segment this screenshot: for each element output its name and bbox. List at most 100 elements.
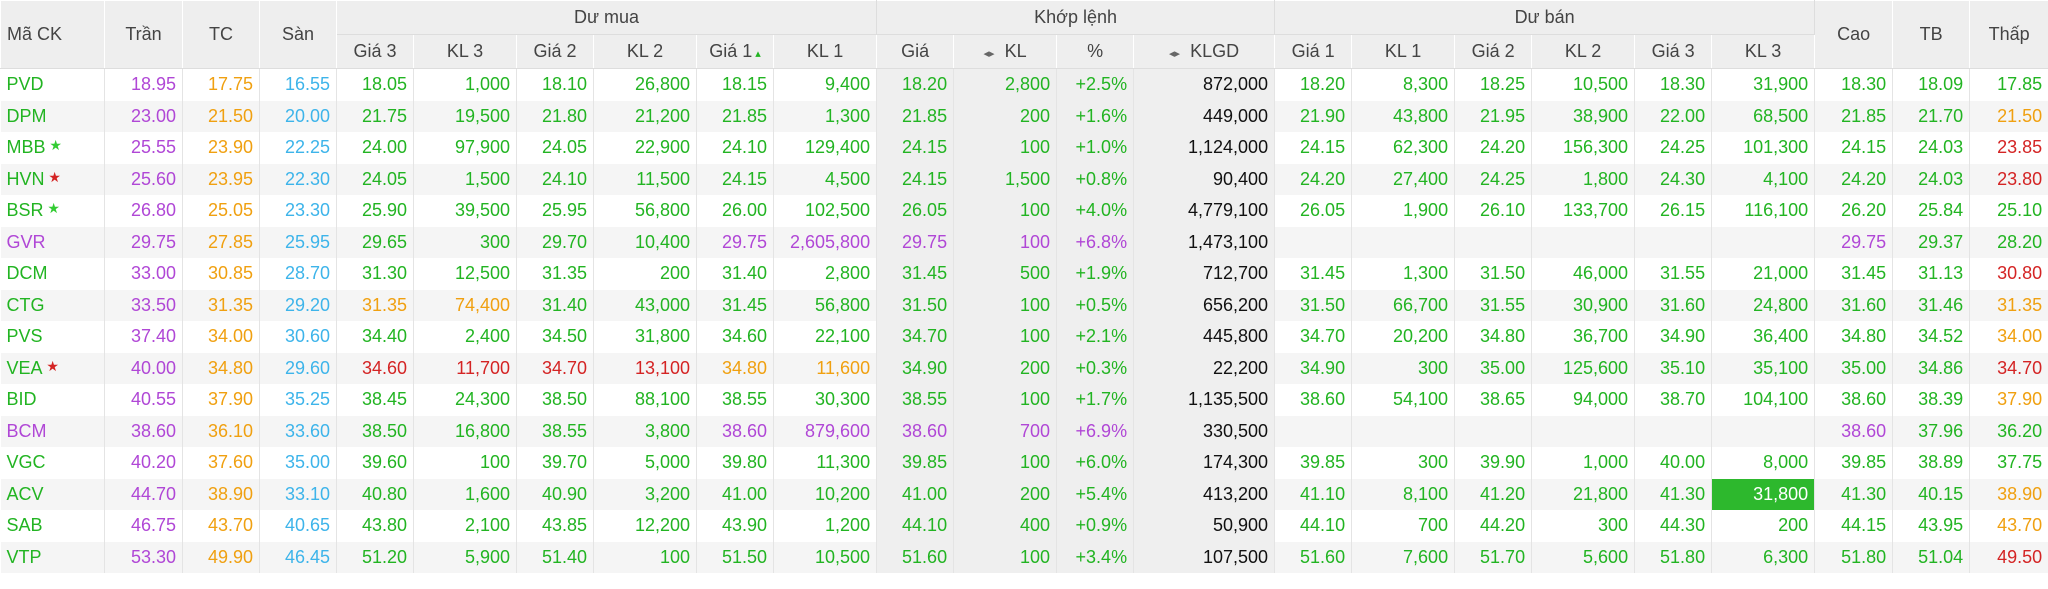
cell: 31,800	[593, 321, 697, 353]
column-header[interactable]: KL 3	[1711, 34, 1816, 69]
cell: 400	[953, 510, 1058, 542]
stock-row[interactable]: VGC 40.20 37.60 35.00 39.60 100 39.70 5,000 39.8…	[0, 447, 2048, 479]
cell: 24.00	[336, 132, 414, 164]
cell: 24.10	[696, 132, 774, 164]
column-header[interactable]: TC	[182, 0, 260, 69]
cell: 1,000	[413, 68, 517, 101]
column-header[interactable]: KL 2	[1531, 34, 1636, 69]
cell: 1,900	[1351, 195, 1456, 227]
cell: 34.00	[182, 321, 260, 353]
column-header[interactable]: Giá 2	[1454, 34, 1533, 69]
cell: 44.10	[876, 510, 955, 542]
stock-row[interactable]: HVN25.6023.9522.3024.051,50024.1011,5002…	[0, 163, 2048, 195]
stock-row[interactable]: CTG 33.50 31.35 29.20 31.35 74,400 31.40 43,000…	[0, 289, 2048, 321]
stock-symbol[interactable]: MBB	[0, 132, 105, 164]
column-header[interactable]: Giá 1	[696, 34, 774, 69]
stock-row[interactable]: ACV 44.70 38.90 33.10 40.80 1,600 40.90 3,200 41…	[0, 478, 2048, 510]
stock-symbol[interactable]: VGC	[0, 447, 105, 479]
stock-symbol[interactable]: GVR	[0, 226, 105, 258]
cell: 31.60	[1814, 289, 1894, 321]
cell: 51.40	[516, 541, 594, 573]
cell: +3.4%	[1056, 541, 1135, 573]
stock-symbol[interactable]: SAB	[0, 510, 105, 542]
cell: 116,100	[1711, 195, 1816, 227]
cell: 30,300	[773, 384, 878, 416]
stock-symbol[interactable]: ACV	[0, 478, 105, 510]
cell: 7,600	[1351, 541, 1456, 573]
stock-row[interactable]: GVR 29.75 27.85 25.95 29.65 300 29.70 10,400 29.…	[0, 226, 2048, 258]
column-header[interactable]: KL 2	[593, 34, 697, 69]
column-header[interactable]: KL 1	[1351, 34, 1456, 69]
cell: 30.85	[182, 258, 260, 290]
cell: 31.55	[1454, 289, 1533, 321]
column-header[interactable]: Giá	[876, 34, 955, 69]
stock-symbol[interactable]: BSR	[0, 195, 105, 227]
column-header[interactable]: %	[1056, 34, 1135, 69]
stock-row[interactable]: VTP 53.30 49.90 46.45 51.20 5,900 51.40 100 51.5…	[0, 541, 2048, 573]
stock-row[interactable]: PVS 37.40 34.00 30.60 34.40 2,400 34.50 31,800 3…	[0, 321, 2048, 353]
column-header[interactable]: Mã CK	[0, 0, 105, 69]
column-header[interactable]: KL 3	[413, 34, 517, 69]
cell: 26.10	[1454, 195, 1533, 227]
column-header[interactable]: Sàn	[259, 0, 337, 69]
cell: 34.60	[336, 352, 414, 384]
stock-row[interactable]: SAB 46.75 43.70 40.65 43.80 2,100 43.85 12,200 4…	[0, 510, 2048, 542]
cell: 38.60	[696, 415, 774, 447]
cell	[1711, 415, 1816, 447]
cell: 25.84	[1892, 195, 1971, 227]
stock-symbol[interactable]: HVN	[0, 163, 105, 195]
stock-row[interactable]: BSR26.8025.0523.3025.9039,50025.9556,800…	[0, 195, 2048, 227]
column-header[interactable]: Giá 3	[1634, 34, 1713, 69]
cell: 21.80	[516, 100, 594, 132]
cell: 29.65	[336, 226, 414, 258]
stock-row[interactable]: MBB25.5523.9022.2524.0097,90024.0522,900…	[0, 132, 2048, 164]
stock-row[interactable]: BCM 38.60 36.10 33.60 38.50 16,800 38.55 3,800 3…	[0, 415, 2048, 447]
cell: 41.20	[1454, 478, 1533, 510]
cell	[1531, 415, 1636, 447]
column-header[interactable]: TB	[1892, 0, 1971, 69]
cell: 24.15	[1274, 132, 1353, 164]
stock-symbol[interactable]: BCM	[0, 415, 105, 447]
stock-row[interactable]: DCM 33.00 30.85 28.70 31.30 12,500 31.35 200 31.…	[0, 258, 2048, 290]
column-header[interactable]: KL 1	[772, 34, 878, 69]
cell: 43.70	[1969, 510, 2048, 542]
cell: 31.13	[1892, 258, 1971, 290]
cell: 38.60	[1814, 384, 1894, 416]
column-header[interactable]: Giá 3	[336, 34, 414, 69]
cell: 22.00	[1634, 100, 1713, 132]
group-header: Dư bán	[1274, 0, 1816, 35]
cell	[1531, 226, 1636, 258]
stock-symbol[interactable]: PVD	[0, 68, 105, 101]
cell: 23.90	[182, 132, 260, 164]
cell: 18.95	[104, 68, 183, 101]
cell: 18.10	[516, 68, 594, 101]
cell: 200	[953, 352, 1058, 384]
stock-symbol[interactable]: VEA	[0, 352, 105, 384]
cell: 1,300	[1351, 258, 1456, 290]
stock-symbol[interactable]: VTP	[0, 541, 105, 573]
stock-symbol[interactable]: DCM	[0, 258, 105, 290]
column-header[interactable]: KL	[953, 34, 1058, 69]
cell: 49.90	[182, 541, 260, 573]
cell: 51.80	[1814, 541, 1894, 573]
stock-symbol[interactable]: PVS	[0, 321, 105, 353]
column-header[interactable]: Giá 2	[516, 34, 594, 69]
cell: 22,200	[1133, 352, 1276, 384]
stock-symbol[interactable]: CTG	[0, 289, 105, 321]
column-header[interactable]: Trần	[104, 0, 183, 69]
column-header[interactable]: Cao	[1814, 0, 1894, 69]
cell: 51.60	[876, 541, 955, 573]
column-header[interactable]: Thấp	[1969, 0, 2048, 69]
stock-row[interactable]: DPM 23.00 21.50 20.00 21.75 19,500 21.80 21,200…	[0, 100, 2048, 132]
stock-row[interactable]: PVD 18.95 17.75 16.55 18.05 1,000 18.10 26,800 1…	[0, 68, 2048, 101]
stock-symbol[interactable]: BID	[0, 384, 105, 416]
column-header[interactable]: KLGD	[1133, 34, 1276, 69]
cell: 156,300	[1531, 132, 1636, 164]
stock-symbol[interactable]: DPM	[0, 100, 105, 132]
cell: 26.00	[696, 195, 774, 227]
cell: 330,500	[1133, 415, 1276, 447]
stock-row[interactable]: VEA40.0034.8029.6034.6011,70034.7013,100…	[0, 352, 2048, 384]
cell: 24.15	[1814, 132, 1894, 164]
stock-row[interactable]: BID 40.55 37.90 35.25 38.45 24,300 38.50 88,100…	[0, 384, 2048, 416]
column-header[interactable]: Giá 1	[1274, 34, 1353, 69]
